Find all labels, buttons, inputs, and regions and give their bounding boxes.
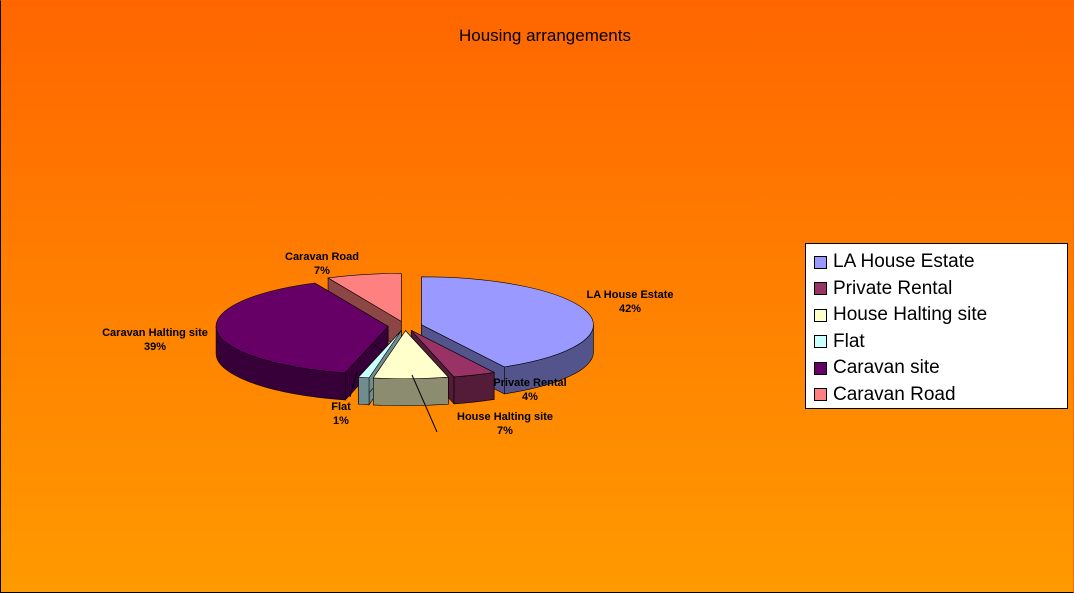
slice xyxy=(372,330,449,380)
legend-swatch xyxy=(814,335,827,349)
data-label-name: Flat xyxy=(331,401,351,413)
legend-label: Flat xyxy=(833,330,865,352)
legend-swatch xyxy=(814,361,827,375)
slice xyxy=(411,330,496,378)
legend-label: Caravan site xyxy=(833,357,940,379)
data-label-value: 42% xyxy=(618,303,642,315)
leader-line xyxy=(349,371,358,398)
legend-label: Caravan Road xyxy=(833,383,956,405)
slice xyxy=(357,330,402,379)
data-label-value: 39% xyxy=(143,341,167,353)
slice xyxy=(215,282,389,374)
data-label: Caravan Halting site 39% xyxy=(95,326,215,354)
data-label-value: 1% xyxy=(333,415,349,427)
data-label-name: House Halting site xyxy=(457,411,553,423)
legend-item: Flat xyxy=(814,329,1067,356)
legend-label: Private Rental xyxy=(833,277,953,299)
legend-label: LA House Estate xyxy=(833,251,975,273)
data-label: Flat 1% xyxy=(311,400,371,428)
legend-item: Private Rental xyxy=(814,276,1067,303)
data-label-name: Private Rental xyxy=(493,377,567,389)
data-label: LA House Estate 42% xyxy=(555,288,705,316)
legend-item: LA House Estate xyxy=(814,249,1067,276)
data-label-name: Caravan Halting site xyxy=(102,327,208,339)
legend-item: House Halting site xyxy=(814,302,1067,329)
legend-item: Caravan site xyxy=(814,355,1067,382)
data-label: House Halting site 7% xyxy=(450,410,560,438)
data-label-value: 7% xyxy=(314,265,330,277)
slice-wall xyxy=(373,376,449,407)
legend-swatch xyxy=(814,282,827,296)
data-label-name: LA House Estate xyxy=(586,289,674,301)
legend-swatch xyxy=(814,388,827,402)
legend-label: House Halting site xyxy=(833,304,988,326)
legend: LA House Estate Private Rental House Halti… xyxy=(805,243,1068,409)
data-label-name: Caravan Road xyxy=(285,251,359,263)
slice xyxy=(421,276,594,368)
data-label: Private Rental 4% xyxy=(470,376,590,404)
leader-line xyxy=(411,374,438,433)
chart-title: Housing arrangements xyxy=(459,26,631,45)
slice xyxy=(327,273,402,322)
data-label-value: 4% xyxy=(522,391,538,403)
data-label: Caravan Road 7% xyxy=(262,250,382,278)
legend-swatch xyxy=(814,255,827,269)
data-label-value: 7% xyxy=(497,425,513,437)
legend-item: Caravan Road xyxy=(814,382,1067,409)
legend-swatch xyxy=(814,308,827,322)
